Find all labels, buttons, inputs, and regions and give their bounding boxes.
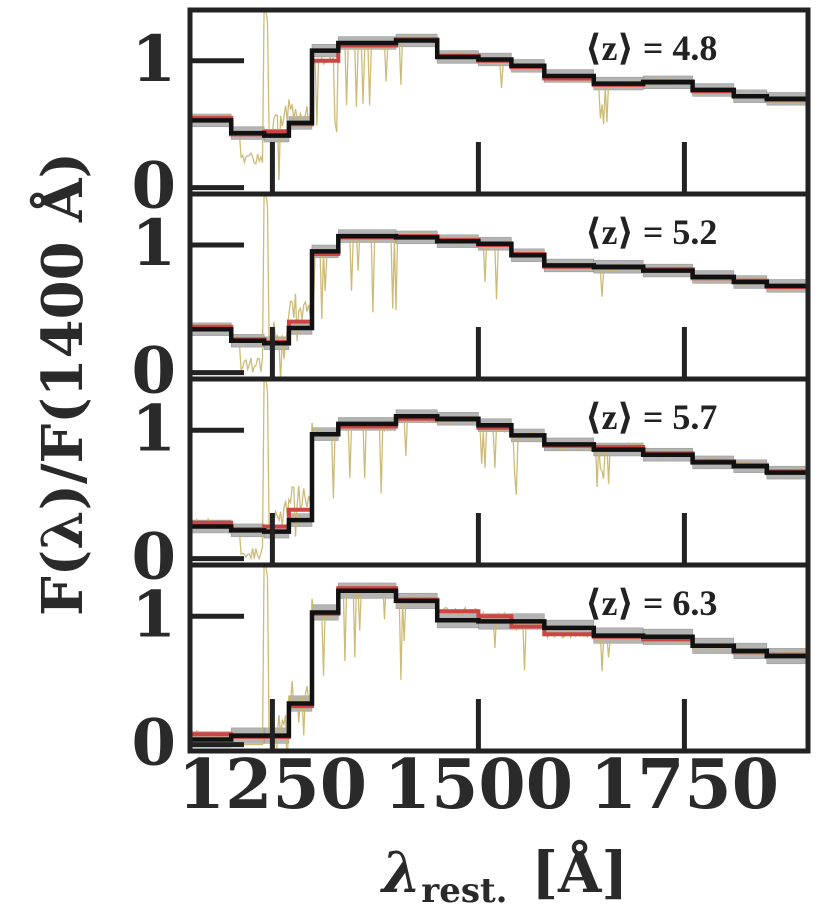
panel-3: 0 1 ⟨z⟩ = 5.7 — [131, 376, 811, 595]
panel-annotation: ⟨z⟩ = 5.2 — [585, 212, 717, 252]
panel-1: 0 1 ⟨z⟩ = 4.8 — [131, 7, 811, 224]
panel-2: 0 1 ⟨z⟩ = 5.2 — [131, 191, 811, 409]
panel-plot-area — [190, 565, 808, 751]
y-tick-label: 1 — [131, 577, 176, 652]
panel-annotation: ⟨z⟩ = 6.3 — [585, 583, 717, 623]
x-axis-label-symbol: λ — [380, 840, 421, 906]
y-tick-label: 0 — [131, 334, 176, 409]
x-tick-label: 1500 — [384, 745, 573, 825]
panel-plot-area — [190, 194, 808, 379]
y-tick-label: 1 — [131, 22, 176, 97]
black-step-line — [190, 588, 808, 742]
x-axis-label-unit: [Å] — [532, 839, 628, 906]
y-axis-label: F(λ)/F(1400 Å) — [29, 152, 96, 616]
black-step-line — [190, 413, 808, 534]
panel-plot-area — [190, 10, 808, 181]
panel-annotation: ⟨z⟩ = 4.8 — [585, 28, 717, 68]
y-tick-label: 1 — [131, 391, 176, 466]
panel-4: 0 1 ⟨z⟩ = 6.3 — [131, 562, 811, 781]
y-tick-label: 0 — [131, 520, 176, 595]
panel-plot-area — [190, 379, 808, 561]
x-tick-label: 1250 — [178, 745, 367, 825]
panel-annotation: ⟨z⟩ = 5.7 — [585, 397, 717, 437]
panel-frame — [187, 562, 811, 754]
x-tick-label: 1750 — [590, 745, 779, 825]
y-tick-label: 0 — [131, 706, 176, 781]
black-step-line — [190, 233, 808, 346]
x-axis-label: λrest. [Å] — [380, 839, 628, 911]
y-tick-label: 0 — [131, 149, 176, 224]
y-tick-label: 1 — [131, 206, 176, 281]
x-axis-label-subscript: rest. — [421, 871, 507, 911]
black-step-line — [190, 38, 808, 138]
